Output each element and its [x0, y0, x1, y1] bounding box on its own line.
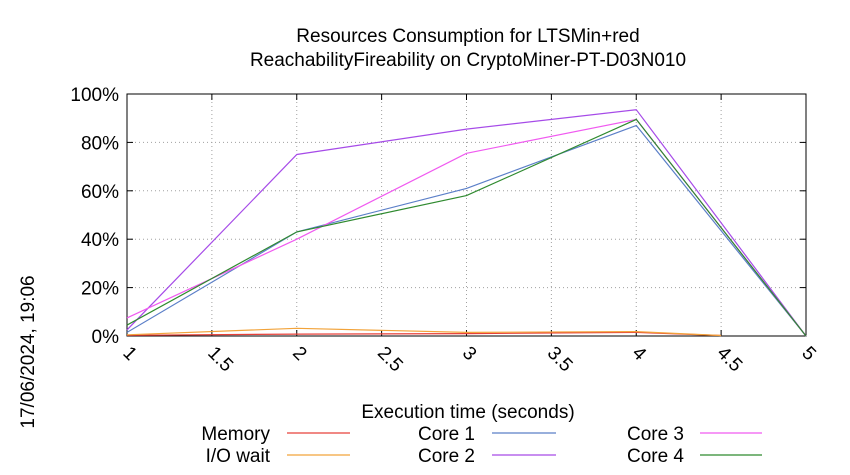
y-tick-label: 60% — [81, 182, 119, 203]
chart-title-line-1: Resources Consumption for LTSMin+red — [296, 26, 639, 47]
legend-label-core-1: Core 1 — [418, 424, 475, 445]
x-tick-label: 2 — [288, 343, 310, 365]
y-tick-label: 0% — [92, 327, 120, 348]
legend-label-memory: Memory — [201, 424, 270, 445]
series-lines — [126, 109, 807, 337]
legend-label-core-3: Core 3 — [627, 424, 684, 445]
y-tick-label: 80% — [81, 133, 119, 154]
x-tick-label: 1 — [118, 343, 140, 365]
grid — [127, 94, 806, 336]
legend-label-i-o-wait: I/O wait — [206, 446, 271, 467]
x-tick-label: 3 — [458, 343, 480, 365]
y-tick-label: 40% — [81, 230, 119, 251]
series-line-core-2 — [126, 109, 807, 337]
series-line-memory — [126, 331, 722, 337]
series-line-core-4 — [126, 118, 807, 337]
x-tick-label: 4 — [628, 343, 651, 366]
legend-label-core-2: Core 2 — [418, 446, 475, 467]
chart-title-line-2: ReachabilityFireability on CryptoMiner-P… — [250, 50, 686, 71]
x-tick-label: 3.5 — [543, 343, 577, 377]
legend-label-core-4: Core 4 — [627, 446, 684, 467]
y-tick-label: 100% — [70, 85, 119, 106]
y-tick-label: 20% — [81, 279, 119, 300]
timestamp-label: 17/06/2024, 19:06 — [18, 275, 39, 428]
x-tick-label: 1.5 — [203, 343, 237, 377]
x-tick-label: 4.5 — [713, 343, 747, 377]
x-axis-label: Execution time (seconds) — [361, 402, 574, 423]
x-tick-label: 5 — [797, 343, 819, 365]
x-tick-label: 2.5 — [373, 343, 407, 377]
series-line-core-3 — [126, 118, 807, 337]
series-line-i-o-wait — [126, 327, 722, 337]
